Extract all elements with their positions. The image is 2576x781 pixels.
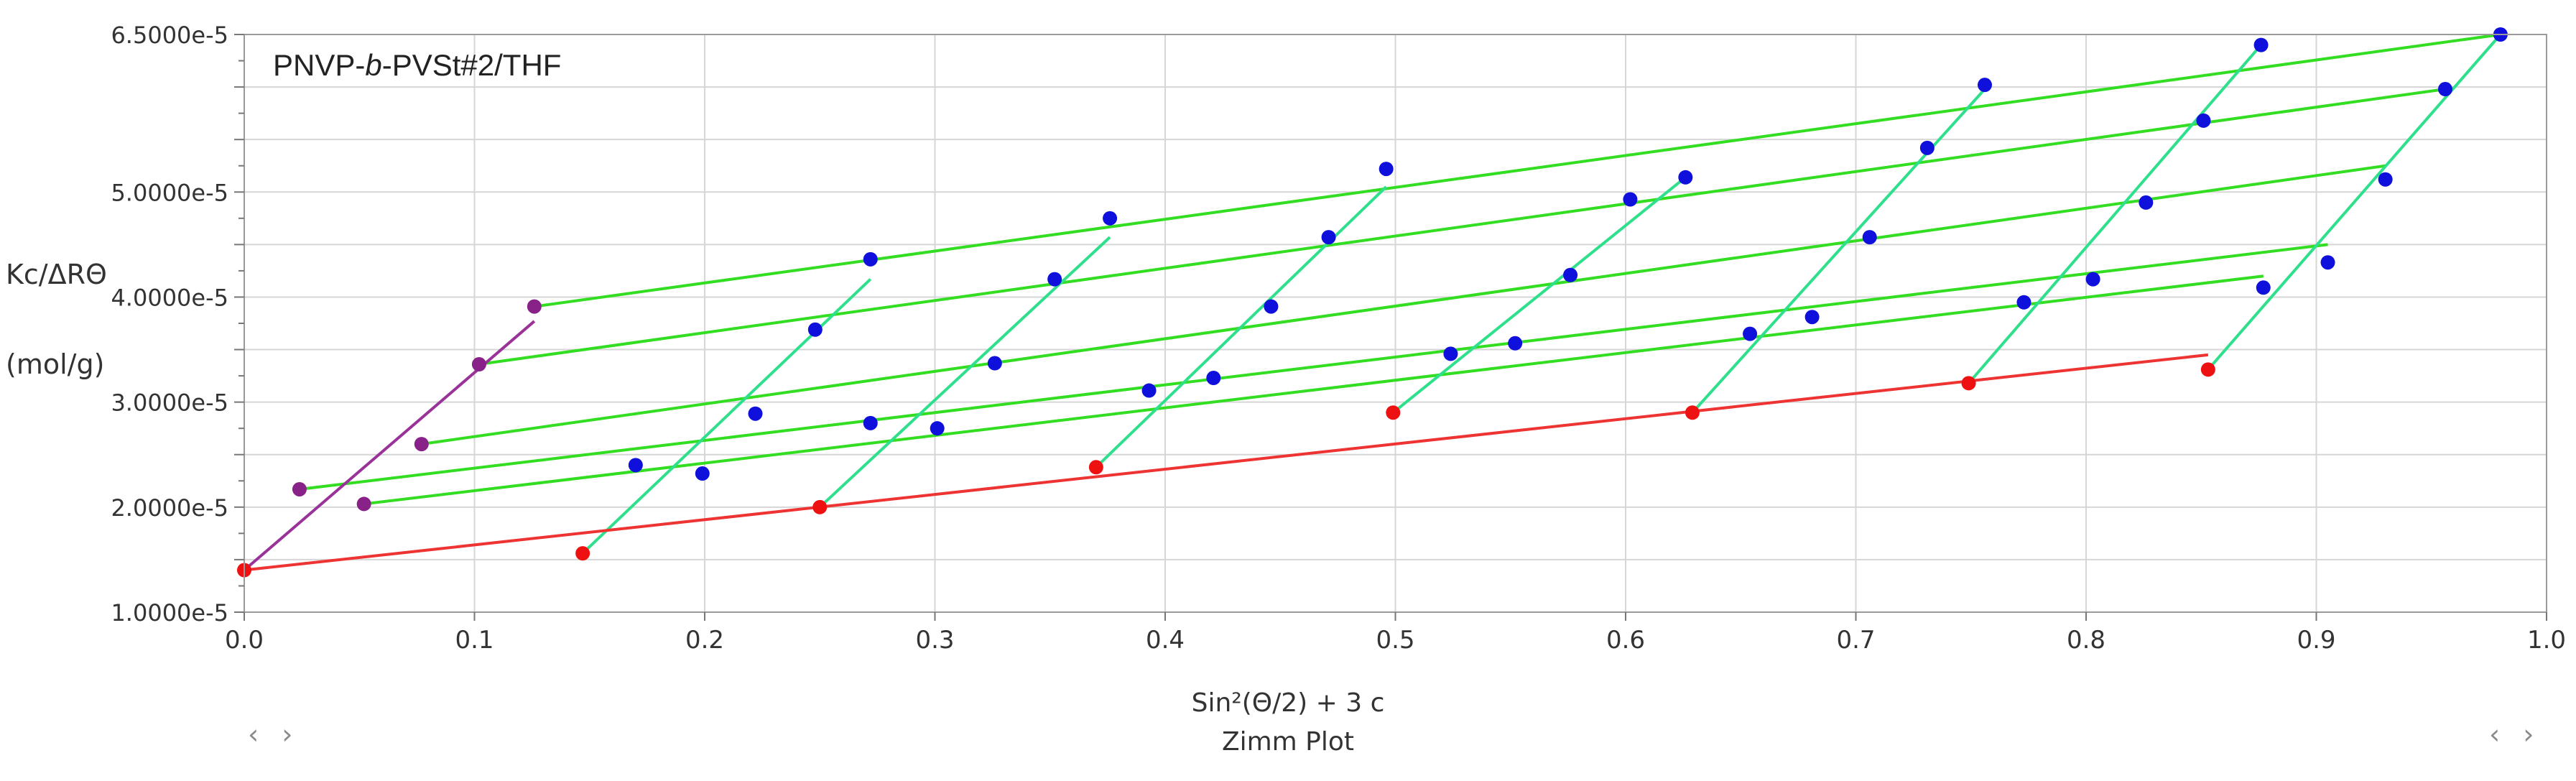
zero-concentration-point (1685, 405, 1700, 420)
data-point (1919, 140, 1935, 155)
data-point (1678, 170, 1693, 185)
data-point (1103, 211, 1118, 226)
data-point (2016, 295, 2031, 310)
zero-concentration-point (575, 546, 590, 561)
data-point (1443, 346, 1458, 361)
data-point (1862, 230, 1877, 245)
angle-fit-line (1095, 185, 1388, 468)
angle-fit-line (818, 236, 1111, 509)
data-point (1141, 383, 1157, 398)
scroll-nav-right[interactable]: ‹ › (2489, 718, 2542, 750)
zero-concentration-point (1386, 405, 1401, 420)
data-point (2256, 280, 2271, 295)
concentration-fit-line (478, 88, 2446, 366)
scroll-nav-left[interactable]: ‹ › (248, 718, 300, 750)
data-point (2378, 172, 2393, 187)
x-tick-label: 0.7 (1836, 626, 1875, 655)
y-axis-label-units: (mol/g) (6, 348, 105, 380)
fit-lines (243, 33, 2502, 572)
y-tick-label: 1.0000e-5 (111, 599, 228, 627)
data-point (930, 421, 945, 436)
x-tick-label: 0.1 (455, 626, 494, 655)
data-point (2196, 113, 2211, 128)
data-point (1264, 299, 1279, 314)
concentration-fit-line (534, 33, 2501, 308)
data-point (1321, 230, 1336, 245)
x-tick-label: 1.0 (2527, 626, 2566, 655)
data-point (1623, 192, 1638, 207)
axes: 0.0 0.1 0.2 0.3 0.4 0.5 0.6 0.7 0.8 0.9 1.0 1.0000e… (111, 22, 2566, 655)
data-point (2320, 255, 2335, 270)
y-tick-label: 6.5000e-5 (111, 22, 228, 49)
data-point (863, 251, 878, 267)
data-point (2437, 82, 2452, 97)
zero-angle-point (414, 437, 429, 452)
concentration-fit-line (363, 274, 2264, 506)
x-tick-label: 0.8 (2067, 626, 2105, 655)
angle-fit-line (581, 278, 872, 555)
data-point (987, 356, 1002, 371)
zero-concentration-line (244, 353, 2209, 572)
x-tick-label: 0.4 (1146, 626, 1185, 655)
angle-fit-line (2207, 33, 2502, 371)
data-point (2139, 195, 2154, 210)
zero-concentration-point (1088, 460, 1103, 475)
x-tick-label: 0.0 (225, 626, 264, 655)
data-point (2253, 37, 2269, 52)
concentration-fit-line (299, 243, 2328, 491)
x-tick-label: 0.6 (1606, 626, 1645, 655)
zero-angle-point (527, 299, 542, 314)
data-point (1563, 267, 1578, 282)
annotation-prefix: PNVP- (273, 48, 365, 82)
data-point (2085, 272, 2100, 287)
x-tick-label: 0.3 (915, 626, 954, 655)
angle-fit-line (1392, 176, 1687, 414)
data-point (807, 322, 823, 337)
data-point (1379, 162, 1394, 177)
sample-annotation: PNVP-b-PVSt#2/THF (273, 48, 561, 82)
y-tick-label: 4.0000e-5 (111, 284, 228, 311)
data-point (695, 466, 710, 481)
data-point (1743, 326, 1758, 341)
data-point (1804, 310, 1820, 325)
concentration-fit-line (421, 164, 2386, 446)
zero-angle-line (243, 320, 536, 572)
data-point (1977, 78, 1992, 93)
zero-angle-point (292, 481, 307, 496)
y-tick-label: 5.0000e-5 (111, 179, 228, 206)
data-point (1508, 336, 1523, 351)
y-tick-label: 3.0000e-5 (111, 389, 228, 417)
x-tick-label: 0.5 (1376, 626, 1414, 655)
annotation-suffix: -PVSt#2/THF (382, 48, 562, 82)
data-points (237, 27, 2508, 578)
y-tick-label: 2.0000e-5 (111, 494, 228, 522)
y-axis-label-ratio: Kc/ΔRΘ (6, 259, 107, 290)
zero-angle-point (471, 357, 486, 372)
data-point (863, 415, 878, 430)
x-tick-label: 0.9 (2297, 626, 2335, 655)
zero-concentration-point (1961, 376, 1976, 391)
annotation-italic: b (365, 48, 381, 82)
data-point (748, 406, 763, 421)
zero-concentration-point (812, 499, 828, 514)
angle-fit-line (1691, 88, 1986, 414)
data-point (1206, 371, 1221, 386)
x-tick-label: 0.2 (685, 626, 724, 655)
chart-title: Zimm Plot (1221, 727, 1355, 757)
data-point (1047, 272, 1062, 287)
zero-angle-point (356, 496, 371, 512)
data-point (628, 458, 643, 473)
x-axis-label: Sin²(Θ/2) + 3 c (1191, 688, 1385, 718)
angle-fit-line (1968, 44, 2263, 384)
zero-concentration-point (2200, 362, 2215, 377)
